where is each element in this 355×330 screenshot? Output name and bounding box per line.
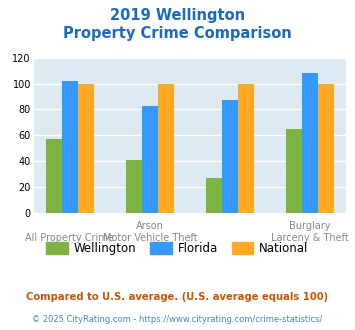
Bar	[286, 129, 302, 213]
Bar	[46, 139, 62, 213]
Bar	[62, 81, 78, 213]
Text: Motor Vehicle Theft: Motor Vehicle Theft	[103, 233, 197, 243]
Legend: Wellington, Florida, National: Wellington, Florida, National	[42, 237, 313, 260]
Text: Compared to U.S. average. (U.S. average equals 100): Compared to U.S. average. (U.S. average …	[26, 292, 329, 302]
Text: © 2025 CityRating.com - https://www.cityrating.com/crime-statistics/: © 2025 CityRating.com - https://www.city…	[32, 315, 323, 324]
Bar	[78, 83, 94, 213]
Bar	[126, 160, 142, 213]
Text: Property Crime Comparison: Property Crime Comparison	[63, 26, 292, 41]
Bar	[222, 100, 238, 213]
Text: Arson: Arson	[136, 221, 164, 231]
Bar	[206, 178, 222, 213]
Text: Larceny & Theft: Larceny & Theft	[271, 233, 349, 243]
Text: Burglary: Burglary	[289, 221, 331, 231]
Bar	[238, 83, 254, 213]
Bar	[302, 73, 318, 213]
Bar	[318, 83, 334, 213]
Bar	[142, 106, 158, 213]
Text: 2019 Wellington: 2019 Wellington	[110, 8, 245, 23]
Bar	[158, 83, 174, 213]
Text: All Property Crime: All Property Crime	[26, 233, 114, 243]
